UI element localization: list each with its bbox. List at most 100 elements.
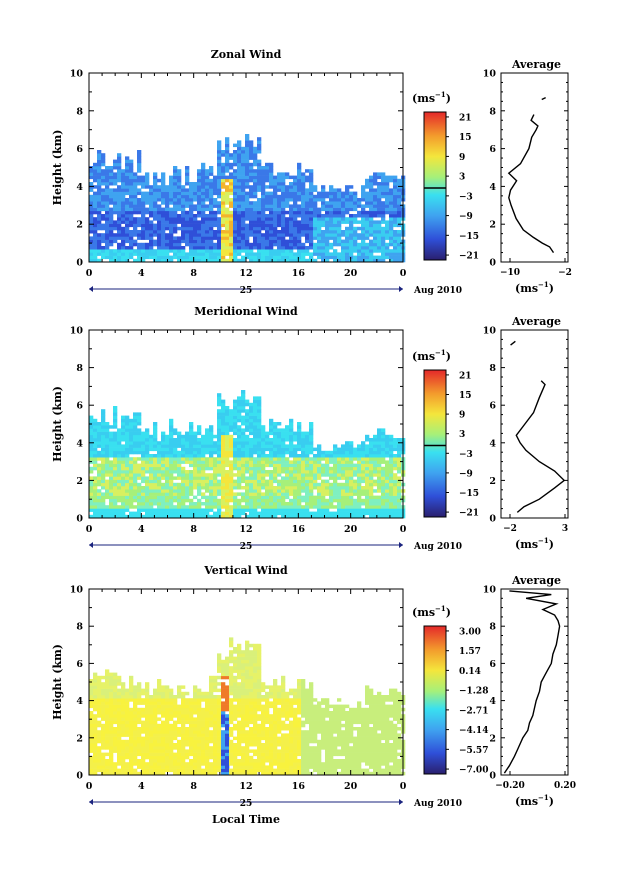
colorbar-gradient: [424, 112, 446, 260]
colorbar-tick-label: 15: [459, 391, 472, 401]
colorbar-tick-label: −21: [459, 252, 479, 262]
y-axis-label: Height (km): [51, 644, 64, 720]
colorbar-tick-label: −9: [459, 469, 473, 479]
colorbar-tick-label: −7.00: [459, 766, 488, 776]
x-tick-label: 0: [400, 524, 407, 535]
y-tick-label: 8: [76, 363, 83, 374]
y-tick-label: 2: [76, 220, 83, 231]
date-day: 25: [240, 799, 253, 809]
profile-title: Average: [511, 315, 561, 328]
colorbar: (ms−1)3.001.570.14−1.28−2.71−4.14−5.57−7…: [412, 604, 488, 776]
colorbar-tick-label: 0.14: [459, 667, 481, 677]
panel-title: Zonal Wind: [211, 48, 282, 61]
y-tick-label: 8: [76, 106, 83, 117]
y-tick-label: 0: [76, 258, 83, 269]
profile-x-tick-label: −2: [503, 524, 517, 534]
profile-line: [509, 115, 554, 253]
profile-y-tick-label: 8: [489, 363, 496, 374]
colorbar-unit: (ms−1): [412, 604, 451, 619]
colorbar-tick-label: 3: [459, 430, 465, 440]
date-label: Aug 2010: [413, 542, 462, 552]
profile-y-tick-label: 6: [489, 659, 496, 670]
y-tick-label: 0: [76, 771, 83, 782]
colorbar-tick-label: −9: [459, 212, 473, 222]
profile-x-label: (ms−1): [515, 280, 554, 295]
colorbar-unit: (ms−1): [412, 348, 451, 363]
date-bar-arrow: [89, 286, 93, 292]
colorbar-tick-label: 21: [459, 113, 472, 123]
profile-y-tick-label: 2: [489, 476, 496, 487]
profile-x-tick-label: 3: [562, 524, 568, 534]
colorbar-tick-label: −5.57: [459, 746, 488, 756]
x-tick-label: 8: [190, 524, 197, 535]
panel-title: Meridional Wind: [194, 305, 298, 318]
date-bar-arrow: [399, 799, 403, 805]
profile-x-tick-label: −2: [558, 268, 572, 278]
x-tick-label: 0: [400, 781, 407, 792]
x-tick-label: 4: [138, 524, 145, 535]
profile-y-tick-label: 4: [489, 438, 496, 449]
profile-title: Average: [511, 574, 561, 587]
date-bar-arrow: [399, 542, 403, 548]
y-tick-label: 4: [76, 696, 83, 707]
date-bar-arrow: [89, 799, 93, 805]
y-tick-label: 10: [70, 585, 84, 596]
profile-y-tick-label: 0: [489, 258, 496, 269]
y-tick-label: 6: [76, 401, 83, 412]
date-day: 25: [240, 542, 253, 552]
profile-title: Average: [511, 58, 561, 71]
x-tick-label: 0: [86, 268, 93, 279]
profile-line: [516, 381, 564, 513]
date-day: 25: [240, 286, 253, 296]
y-tick-label: 0: [76, 514, 83, 525]
x-tick-label: 20: [344, 524, 358, 535]
heatmap-cells: [89, 134, 405, 262]
x-tick-label: 4: [138, 268, 145, 279]
colorbar-tick-label: −2.71: [459, 706, 488, 716]
colorbar-tick-label: −15: [459, 232, 479, 242]
profile-x-tick-label: −0.20: [495, 781, 524, 791]
y-tick-label: 8: [76, 622, 83, 633]
profile-y-tick-label: 4: [489, 696, 496, 707]
x-tick-label: 4: [138, 781, 145, 792]
x-tick-label: 20: [344, 268, 358, 279]
x-tick-label: 16: [292, 268, 306, 279]
panel-title: Vertical Wind: [203, 564, 288, 577]
y-axis-label: Height (km): [51, 386, 64, 462]
colorbar-unit: (ms−1): [412, 90, 451, 105]
x-tick-label: 12: [239, 524, 252, 535]
profile-y-tick-label: 10: [483, 69, 497, 80]
y-tick-label: 2: [76, 476, 83, 487]
colorbar-tick-label: −15: [459, 489, 479, 499]
x-tick-label: 8: [190, 268, 197, 279]
profile-y-tick-label: 10: [483, 326, 497, 337]
x-tick-label: 0: [86, 781, 93, 792]
colorbar-tick-label: −1.28: [459, 687, 488, 697]
colorbar-gradient: [424, 370, 446, 517]
x-tick-label: 16: [292, 524, 306, 535]
profile-y-tick-label: 0: [489, 514, 496, 525]
colorbar-tick-label: 9: [459, 411, 465, 421]
colorbar-gradient: [424, 626, 446, 774]
date-label: Aug 2010: [413, 286, 462, 296]
date-label: Aug 2010: [413, 799, 462, 809]
date-bar-arrow: [399, 286, 403, 292]
x-tick-label: 12: [239, 781, 252, 792]
profile-y-tick-label: 4: [489, 182, 496, 193]
profile-x-label: (ms−1): [515, 793, 554, 808]
x-tick-label: 0: [86, 524, 93, 535]
colorbar-tick-label: 3: [459, 173, 465, 183]
x-tick-label: 20: [344, 781, 358, 792]
colorbar-tick-label: −3: [459, 450, 473, 460]
colorbar-tick-label: 3.00: [459, 627, 481, 637]
profile-line-segment: [542, 98, 546, 100]
profile-frame: [501, 73, 568, 262]
profile-line: [504, 591, 559, 773]
y-tick-label: 2: [76, 733, 83, 744]
